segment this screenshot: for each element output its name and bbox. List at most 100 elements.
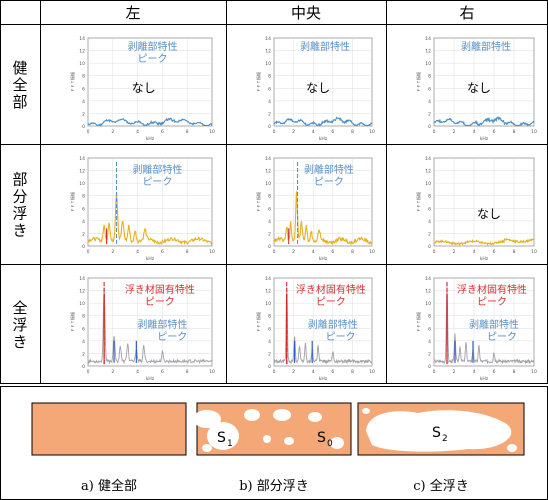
x-tick-label: 10: [531, 129, 537, 135]
x-tick-label: 10: [369, 249, 375, 255]
y-tick-label: 8: [268, 314, 271, 320]
void-blob: [207, 422, 239, 450]
y-tick-label: 12: [265, 49, 271, 55]
row-label-char: 部: [12, 171, 27, 189]
y-tick-label: 2: [268, 111, 271, 117]
row-label-char: 健: [12, 59, 27, 77]
peel-annotation: ピーク: [487, 331, 517, 343]
y-tick-label: 12: [265, 169, 271, 175]
x-axis-label: kHz: [480, 256, 489, 262]
label-s2: S: [432, 425, 441, 441]
x-axis-label: kHz: [319, 376, 328, 382]
y-tick-label: 0: [82, 124, 85, 130]
x-tick-label: 8: [513, 249, 516, 255]
plot-area: [433, 37, 535, 127]
series-line: [273, 286, 373, 365]
x-tick-label: 6: [493, 249, 496, 255]
y-tick-label: 4: [82, 219, 85, 225]
y-tick-label: 14: [265, 156, 271, 162]
x-tick-label: 6: [493, 129, 496, 135]
x-tick-label: 0: [87, 129, 90, 135]
plot-area: [273, 37, 373, 127]
x-tick-label: 8: [186, 249, 189, 255]
void-blob: [330, 437, 344, 449]
y-tick-label: 14: [79, 36, 85, 42]
y-tick-label: 4: [428, 339, 431, 345]
column-header: 左: [125, 4, 140, 22]
peel-annotation: 剥離部特性: [300, 40, 350, 53]
y-tick-label: 14: [79, 276, 85, 282]
y-tick-label: 10: [265, 61, 271, 67]
peel-annotation: 剥離部特性: [461, 40, 511, 53]
y-tick-label: 2: [82, 111, 85, 117]
row-label-char: 全: [12, 299, 27, 317]
none-annotation: なし: [467, 81, 491, 95]
plot-area: [433, 277, 535, 367]
y-tick-label: 6: [268, 86, 271, 92]
x-tick-label: 8: [351, 249, 354, 255]
row-label-char: 浮: [12, 316, 27, 334]
row-label-char: 全: [12, 76, 27, 94]
y-tick-label: 10: [425, 61, 431, 67]
y-tick-label: 6: [268, 326, 271, 332]
series-line: [433, 285, 535, 365]
float-annotation: 浮き材固有特性: [125, 283, 195, 296]
x-tick-label: 6: [161, 129, 164, 135]
y-tick-label: 0: [82, 364, 85, 370]
x-tick-label: 2: [453, 129, 456, 135]
x-tick-label: 4: [136, 129, 139, 135]
y-tick-label: 8: [82, 194, 85, 200]
y-axis-label: ＦＦＴ振幅: [415, 312, 421, 332]
x-tick-label: 6: [161, 249, 164, 255]
peel-annotation: ピーク: [314, 176, 344, 188]
peel-annotation: 剥離部特性: [469, 318, 519, 331]
float-annotation: ピーク: [316, 296, 346, 308]
series-line: [87, 192, 213, 246]
chart-panel: 0 2 4 6 8 10 12 14 0 2 4 6 8 10 ＦＦＴ振幅 kHz 浮き材固有特性ピーク剥離部特…: [415, 276, 537, 382]
y-tick-label: 10: [79, 61, 85, 67]
y-tick-label: 0: [82, 244, 85, 250]
x-tick-label: 4: [136, 369, 139, 375]
peel-annotation: 剥離部特性: [137, 318, 187, 331]
x-axis-label: kHz: [319, 136, 328, 142]
y-tick-label: 14: [79, 156, 85, 162]
y-tick-label: 8: [82, 314, 85, 320]
x-tick-label: 10: [531, 249, 537, 255]
float-annotation: ピーク: [145, 296, 175, 308]
x-tick-label: 4: [473, 369, 476, 375]
y-tick-label: 12: [79, 289, 85, 295]
x-tick-label: 2: [111, 129, 114, 135]
series-line: [273, 191, 373, 246]
none-annotation: なし: [306, 81, 330, 95]
y-axis-label: ＦＦＴ振幅: [415, 72, 421, 92]
y-tick-label: 2: [268, 231, 271, 237]
float-annotation: 浮き材固有特性: [457, 283, 527, 296]
y-tick-label: 0: [428, 124, 431, 130]
y-tick-label: 4: [428, 219, 431, 225]
x-tick-label: 10: [369, 369, 375, 375]
y-tick-label: 0: [268, 244, 271, 250]
x-tick-label: 0: [433, 129, 436, 135]
y-tick-label: 12: [425, 289, 431, 295]
y-axis-label: ＦＦＴ振幅: [69, 312, 75, 332]
diagram-panel: S 1 S 0b) 部分浮き: [193, 402, 352, 494]
none-annotation: なし: [477, 207, 501, 221]
y-tick-label: 14: [425, 156, 431, 162]
x-tick-label: 10: [209, 129, 215, 135]
x-tick-label: 10: [209, 369, 215, 375]
x-axis-label: kHz: [146, 256, 155, 262]
y-tick-label: 4: [82, 339, 85, 345]
column-header: 右: [459, 4, 474, 22]
label-s1: S: [217, 430, 226, 446]
y-tick-label: 14: [265, 276, 271, 282]
peel-annotation: ピーク: [157, 331, 187, 343]
y-tick-label: 8: [268, 74, 271, 80]
column-header: 中央: [291, 4, 321, 22]
diagram-caption: a) 健全部: [81, 478, 137, 494]
y-tick-label: 6: [82, 206, 85, 212]
y-tick-label: 10: [265, 301, 271, 307]
void-blob: [273, 409, 291, 421]
float-annotation: ピーク: [477, 296, 507, 308]
